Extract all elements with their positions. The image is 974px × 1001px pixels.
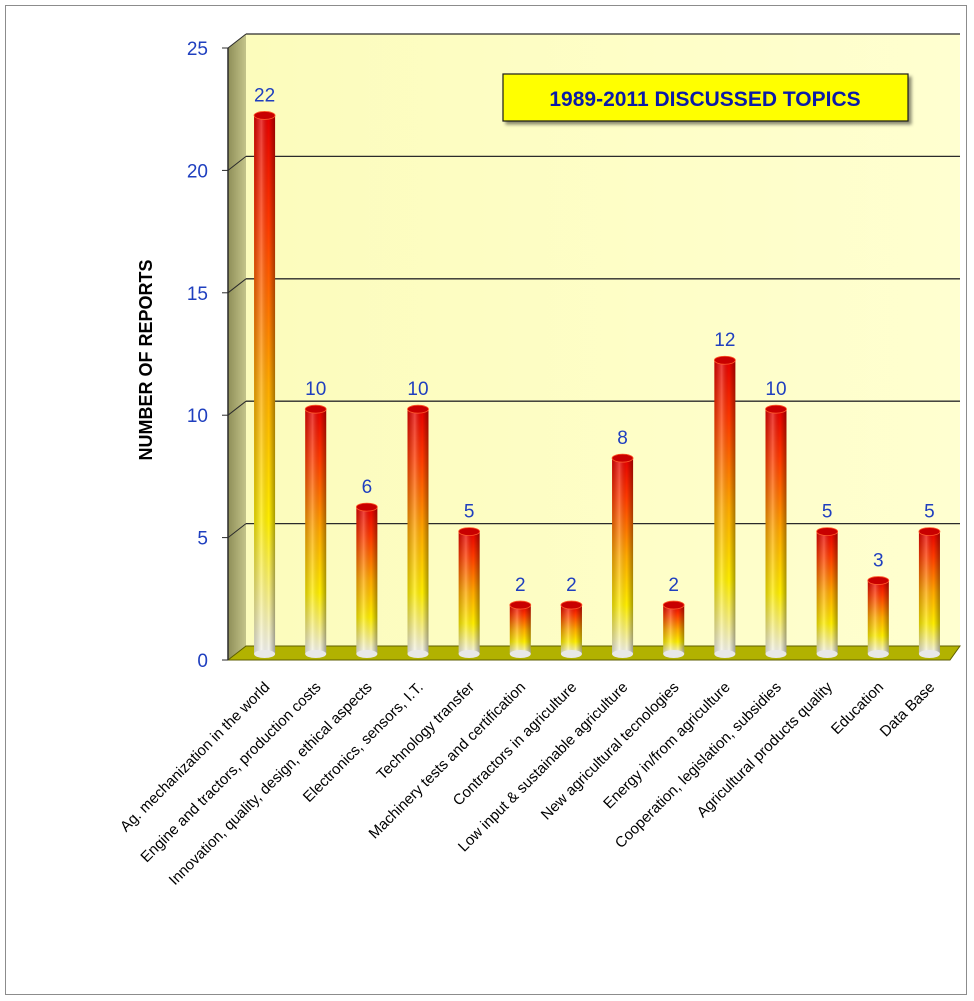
bar-cap [509, 600, 532, 610]
data-label: 2 [515, 575, 526, 596]
bar-cap [816, 527, 839, 536]
bar-shade [663, 605, 685, 654]
data-label: 10 [765, 379, 786, 400]
bar [662, 600, 685, 658]
bar-base [356, 650, 378, 658]
bar-shade [612, 458, 634, 654]
bar [765, 404, 787, 658]
gridline-side [227, 278, 247, 294]
bar-base [816, 650, 838, 658]
bar [253, 111, 276, 658]
data-label: 3 [873, 551, 884, 572]
bar-base [560, 650, 582, 658]
data-label: 22 [254, 85, 275, 106]
data-label: 2 [566, 575, 577, 596]
chart-back-wall [246, 34, 960, 646]
bar [304, 404, 327, 658]
gridline-side [227, 156, 247, 171]
bar [560, 600, 583, 658]
y-tick-label: 0 [197, 651, 208, 672]
bar [611, 453, 634, 658]
bar-cap [355, 502, 378, 512]
data-label: 6 [362, 477, 373, 498]
bar [918, 527, 941, 658]
chart-title-box [502, 73, 909, 122]
y-axis-title: NUMBER OF REPORTS [136, 259, 156, 460]
bar [355, 502, 378, 658]
bar-shade [254, 115, 276, 654]
data-label: 10 [305, 379, 326, 400]
bar-shade [560, 605, 582, 654]
gridline-side [227, 400, 247, 416]
bar-shade [714, 360, 736, 654]
bar-shade [305, 409, 327, 654]
bar-shade [356, 507, 378, 654]
bar-cap [713, 355, 736, 365]
bar-cap [867, 576, 890, 585]
bar-base [918, 650, 940, 658]
data-label: 2 [668, 575, 679, 596]
data-label: 5 [924, 502, 935, 523]
bar [713, 355, 736, 658]
data-label: 8 [617, 428, 628, 449]
bar-shade [816, 531, 838, 654]
chart-title: 1989-2011 DISCUSSED TOPICS [549, 88, 860, 111]
data-label: 10 [407, 379, 428, 400]
chart-side-wall [228, 34, 246, 660]
bar-shade [407, 409, 429, 654]
x-tick-label: Data Base [877, 679, 939, 741]
bar-base [254, 650, 276, 658]
bar-cap [918, 527, 941, 536]
x-tick-label: Technology transfer [373, 679, 478, 784]
bar-base [612, 650, 634, 658]
bar [509, 600, 532, 658]
bar-base [407, 650, 429, 658]
chart-floor [226, 645, 961, 661]
y-tick-label: 25 [187, 39, 208, 60]
bar-shade [765, 409, 787, 654]
y-tick-label: 15 [187, 284, 208, 305]
bar-shade [867, 580, 889, 654]
bar-cap [253, 111, 276, 120]
bars [253, 111, 941, 658]
bar [458, 527, 481, 658]
bar-base [509, 650, 531, 658]
bar-cap [560, 600, 583, 610]
bar-shade [918, 531, 940, 654]
y-tick-label: 5 [197, 529, 208, 550]
bar-base [714, 650, 736, 658]
x-tick-label: Engine and tractors, production costs [137, 679, 324, 866]
x-tick-label: Innovation, quality, design, ethical asp… [166, 679, 376, 889]
data-label: 12 [714, 330, 735, 351]
bar-cap [407, 404, 429, 414]
bar [816, 527, 839, 658]
data-label: 5 [822, 502, 833, 523]
gridline-side [227, 33, 247, 49]
bar-cap [765, 404, 787, 414]
bar-base [663, 650, 685, 658]
bar [407, 404, 429, 658]
bar [867, 576, 890, 658]
bar-base [867, 650, 889, 658]
y-axis-ticks: 0 5 10 15 20 25 [187, 39, 228, 672]
y-tick-label: 10 [187, 406, 208, 427]
y-tick-label: 20 [187, 161, 208, 182]
gridline-side [227, 523, 247, 538]
bar-base [305, 650, 327, 658]
bar-base [458, 650, 480, 658]
data-label: 5 [464, 502, 475, 523]
bar-cap [458, 527, 481, 536]
bar-cap [662, 600, 685, 610]
bar-shade [509, 605, 531, 654]
bar-cap [611, 453, 634, 463]
bar-base [765, 650, 787, 658]
bar-cap [304, 404, 327, 414]
bar-shade [458, 531, 480, 654]
